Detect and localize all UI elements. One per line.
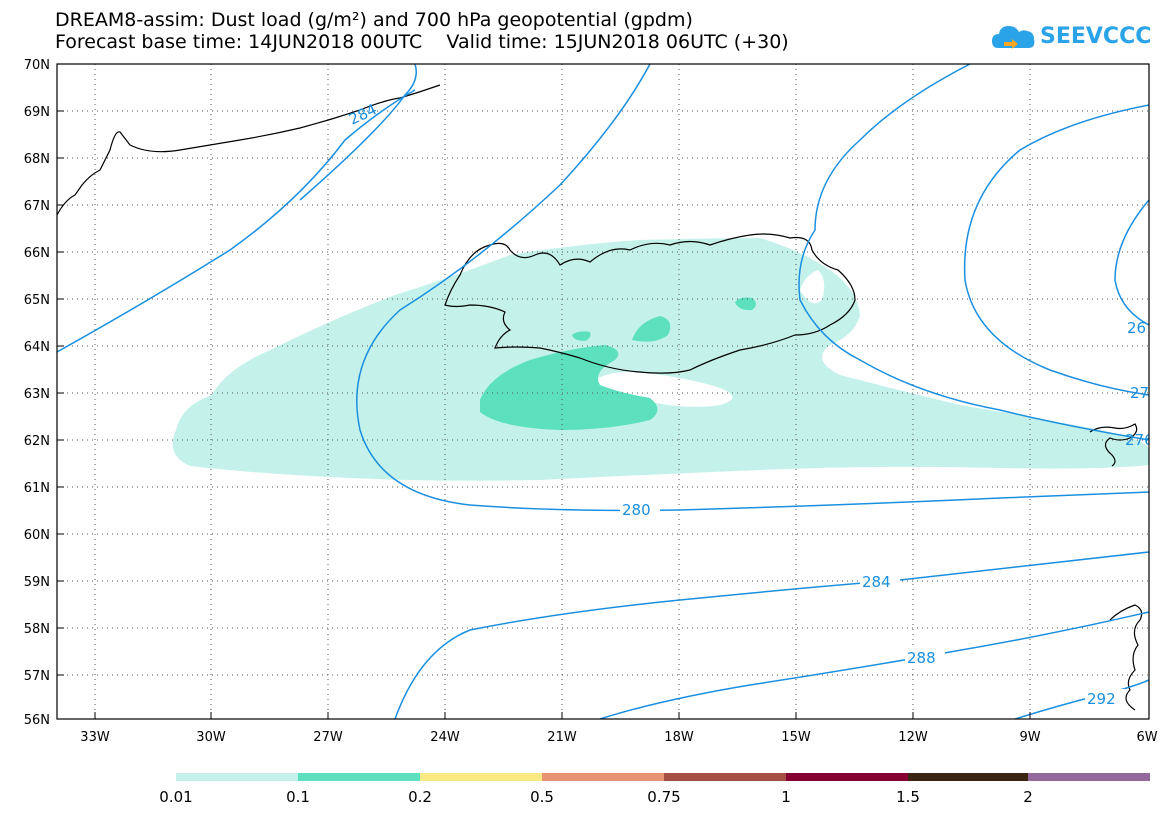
cloud-logo-icon [992,26,1035,49]
colorbar-swatch [420,773,542,781]
latitude-labels: 70N 69N 68N 67N 66N 65N 64N 63N 62N 61N … [24,58,50,728]
axis-ticks [57,110,1031,719]
lat-label: 68N [24,152,50,167]
map-frame [56,63,1150,720]
lat-label: 67N [24,199,50,214]
colorbar-label: 0.1 [286,788,310,806]
contour-288 [599,611,1149,719]
lat-label: 58N [24,622,50,637]
contour-284-nw [57,89,416,353]
faroe-coast [1089,423,1138,467]
colorbar: 0.01 0.1 0.2 0.5 0.75 1 1.5 2 [159,773,1150,806]
colorbar-swatch [176,773,298,781]
greenland-coast [57,84,441,216]
scotland-coast [1109,604,1143,711]
contour-280-main [356,64,1149,512]
map-subtitle: Forecast base time: 14JUN2018 00UTC Vali… [55,31,789,53]
dust-area-medium-3 [735,297,756,311]
contour-label-292: 292 [1087,690,1116,708]
colorbar-swatch [298,773,420,781]
contour-label-276: 276 [1125,431,1154,449]
lon-label: 18W [664,730,694,745]
lat-label: 56N [24,713,50,728]
lon-label: 9W [1019,730,1040,745]
colorbar-label: 0.2 [408,788,432,806]
colorbar-label: 1 [781,788,791,806]
contour-label-284: 284 [862,573,891,591]
lat-label: 61N [24,481,50,496]
lat-label: 65N [24,293,50,308]
map-plot-area: 280 284 288 292 284 276 27 26 [57,64,1154,719]
contour-268 [1114,199,1149,326]
lat-label: 60N [24,528,50,543]
dust-area-light [172,238,1149,481]
colorbar-swatch [1028,773,1150,781]
colorbar-label: 0.5 [530,788,554,806]
lat-label: 57N [24,669,50,684]
iceland-coast [444,233,856,374]
dust-gap-2 [800,270,825,304]
contour-280 [299,64,417,201]
coastlines [57,84,1143,711]
seevccc-logo: SEEVCCC [990,18,1152,58]
dust-area-medium-1 [480,345,658,430]
colorbar-swatch [542,773,664,781]
colorbar-label: 1.5 [896,788,920,806]
lat-label: 64N [24,340,50,355]
logo-text: SEEVCCC [1040,24,1152,49]
map-title: DREAM8-assim: Dust load (g/m²) and 700 h… [55,9,693,31]
lat-label: 70N [24,58,50,73]
contour-276 [798,64,1149,441]
lat-label: 69N [24,105,50,120]
lon-label: 27W [313,730,343,745]
lon-label: 6W [1136,730,1157,745]
colorbar-label: 0.75 [647,788,680,806]
colorbar-swatch [664,773,786,781]
colorbar-swatch [786,773,908,781]
contour-272 [963,104,1149,396]
colorbar-swatch [908,773,1028,781]
contour-284-s [394,551,1149,719]
longitude-labels: 33W 30W 27W 24W 21W 18W 15W 12W 9W 6W [80,730,1157,745]
contour-label-26: 26 [1127,319,1146,337]
lat-label: 62N [24,434,50,449]
lon-label: 15W [781,730,811,745]
lat-label: 66N [24,246,50,261]
lat-label: 59N [24,575,50,590]
contour-label-280: 280 [622,501,651,519]
lat-label: 63N [24,387,50,402]
lon-label: 12W [898,730,928,745]
contour-label-288: 288 [907,649,936,667]
lon-label: 33W [80,730,110,745]
lon-label: 24W [430,730,460,745]
colorbar-label: 0.01 [159,788,192,806]
lon-label: 21W [547,730,577,745]
contour-label-27: 27 [1130,384,1149,402]
graticule [57,64,1149,719]
colorbar-label: 2 [1023,788,1033,806]
dust-area-medium-4 [572,331,591,341]
dust-area-medium-2 [632,316,671,342]
lon-label: 30W [196,730,226,745]
